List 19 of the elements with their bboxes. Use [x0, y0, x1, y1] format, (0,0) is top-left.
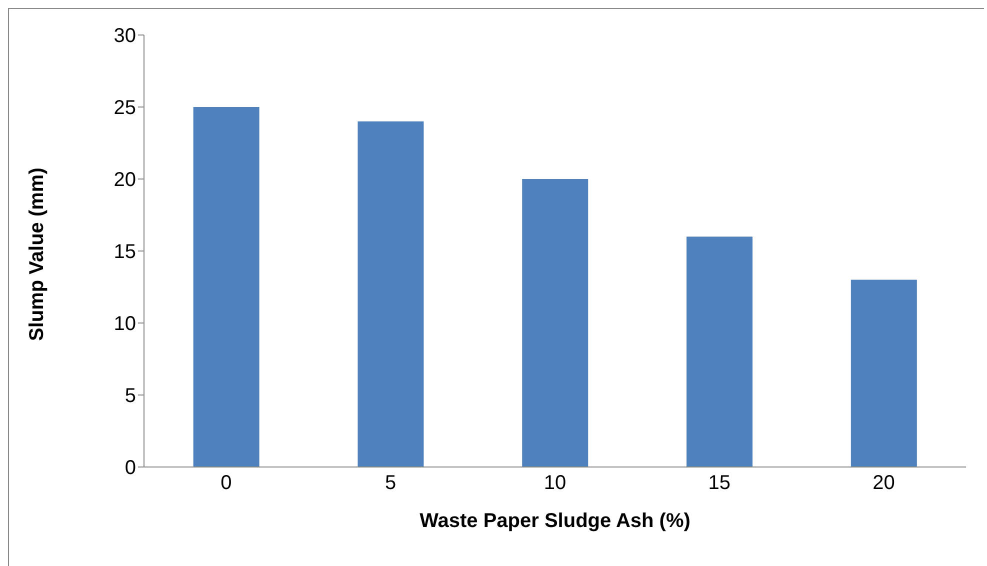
bar — [358, 121, 424, 467]
y-tick-label: 20 — [114, 169, 136, 192]
y-tick-label: 10 — [114, 313, 136, 336]
bar — [686, 236, 753, 467]
y-tick-label: 5 — [124, 385, 136, 408]
x-tick-label: 20 — [872, 472, 895, 494]
x-tick-label: 10 — [544, 472, 566, 494]
y-tick-label: 0 — [124, 457, 136, 480]
x-axis-title: Waste Paper Sludge Ash (%) — [420, 510, 690, 532]
y-tick-label: 15 — [114, 241, 136, 264]
bar — [850, 280, 917, 467]
x-tick-label: 5 — [385, 472, 396, 494]
y-axis-title: Slump Value (mm) — [26, 168, 48, 341]
bar — [193, 107, 260, 467]
x-tick-label: 0 — [220, 472, 232, 494]
bar — [522, 179, 588, 467]
y-tick-label: 30 — [114, 25, 136, 48]
y-tick-label: 25 — [114, 97, 136, 120]
x-tick-label: 15 — [708, 472, 731, 494]
